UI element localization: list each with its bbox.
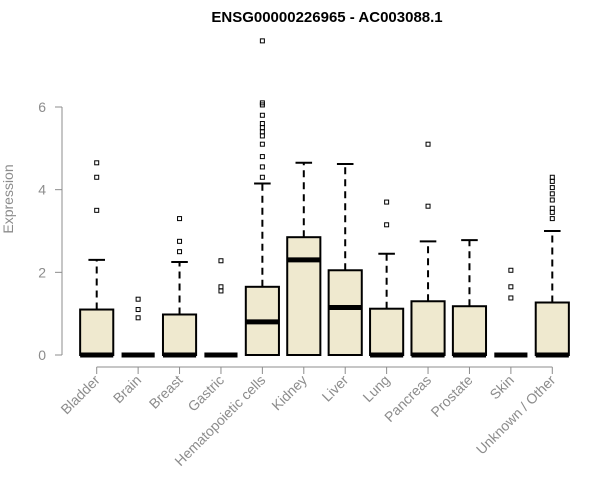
- outlier-point: [425, 203, 431, 209]
- chart-title: ENSG00000226965 - AC003088.1: [211, 9, 442, 26]
- box-iqr: [410, 300, 446, 356]
- box-group: [327, 163, 363, 356]
- outlier-point: [549, 216, 555, 222]
- x-tick-label: Bladder: [57, 372, 103, 418]
- outlier-point: [218, 284, 224, 290]
- x-tick-label: Breast: [146, 372, 186, 412]
- outlier-point: [259, 133, 265, 139]
- x-tick-label: Lung: [359, 372, 392, 405]
- outlier-point: [549, 178, 555, 184]
- box-group: [286, 161, 322, 356]
- outlier-point: [549, 205, 555, 211]
- box-group: [79, 160, 115, 358]
- outlier-point: [259, 174, 265, 180]
- outlier-point: [259, 129, 265, 135]
- y-axis: 0 2 4 6: [38, 99, 63, 363]
- box-group: [410, 141, 446, 358]
- outlier-point: [259, 121, 265, 127]
- y-axis-label: Expression: [0, 164, 16, 233]
- box-iqr: [79, 308, 115, 356]
- y-tick-label: 4: [38, 182, 46, 198]
- box-iqr: [327, 269, 363, 356]
- outlier-point: [259, 38, 265, 44]
- outlier-point: [259, 154, 265, 160]
- outlier-point: [508, 284, 514, 290]
- box-group: [451, 239, 488, 358]
- outlier-point: [259, 125, 265, 131]
- y-tick-label: 0: [38, 347, 46, 363]
- box-iqr: [534, 301, 570, 356]
- x-tick-label: Prostate: [427, 372, 475, 420]
- outlier-point: [549, 174, 555, 180]
- outlier-point: [177, 238, 183, 244]
- outlier-point: [177, 216, 183, 222]
- y-tick-label: 6: [38, 99, 46, 115]
- outlier-point: [259, 141, 265, 147]
- outlier-point: [508, 267, 514, 273]
- y-tick-label: 2: [38, 264, 46, 280]
- box-group: [369, 199, 405, 358]
- x-tick-label: Kidney: [268, 372, 310, 414]
- box-group: [204, 258, 238, 358]
- outlier-point: [177, 249, 183, 255]
- box-group: [494, 267, 528, 358]
- box-iqr: [369, 307, 405, 356]
- x-tick-label: Skin: [486, 372, 517, 403]
- box-group: [534, 174, 570, 358]
- outlier-point: [508, 295, 514, 301]
- outlier-point: [549, 209, 555, 215]
- outlier-point: [549, 185, 555, 191]
- box-group: [121, 296, 155, 358]
- outlier-point: [259, 100, 265, 106]
- x-tick-label: Liver: [319, 372, 352, 405]
- box-iqr: [451, 305, 488, 356]
- outlier-point: [549, 197, 555, 203]
- outlier-point: [259, 112, 265, 118]
- x-tick-label: Unknown / Other: [473, 372, 559, 458]
- outlier-point: [549, 191, 555, 197]
- outlier-point: [94, 207, 100, 213]
- outlier-point: [218, 258, 224, 264]
- outlier-point: [384, 199, 390, 205]
- outlier-point: [425, 141, 431, 147]
- box-iqr: [161, 313, 198, 357]
- outlier-point: [135, 296, 141, 302]
- box-group: [161, 216, 198, 358]
- outlier-point: [135, 307, 141, 313]
- outlier-point: [94, 160, 100, 166]
- box-group: [244, 38, 280, 356]
- outlier-point: [135, 315, 141, 321]
- outlier-point: [94, 174, 100, 180]
- x-tick-label: Brain: [110, 372, 144, 406]
- outlier-point: [218, 288, 224, 294]
- boxes: [79, 38, 570, 358]
- outlier-point: [259, 164, 265, 170]
- outlier-point: [384, 222, 390, 228]
- box-iqr: [286, 236, 322, 356]
